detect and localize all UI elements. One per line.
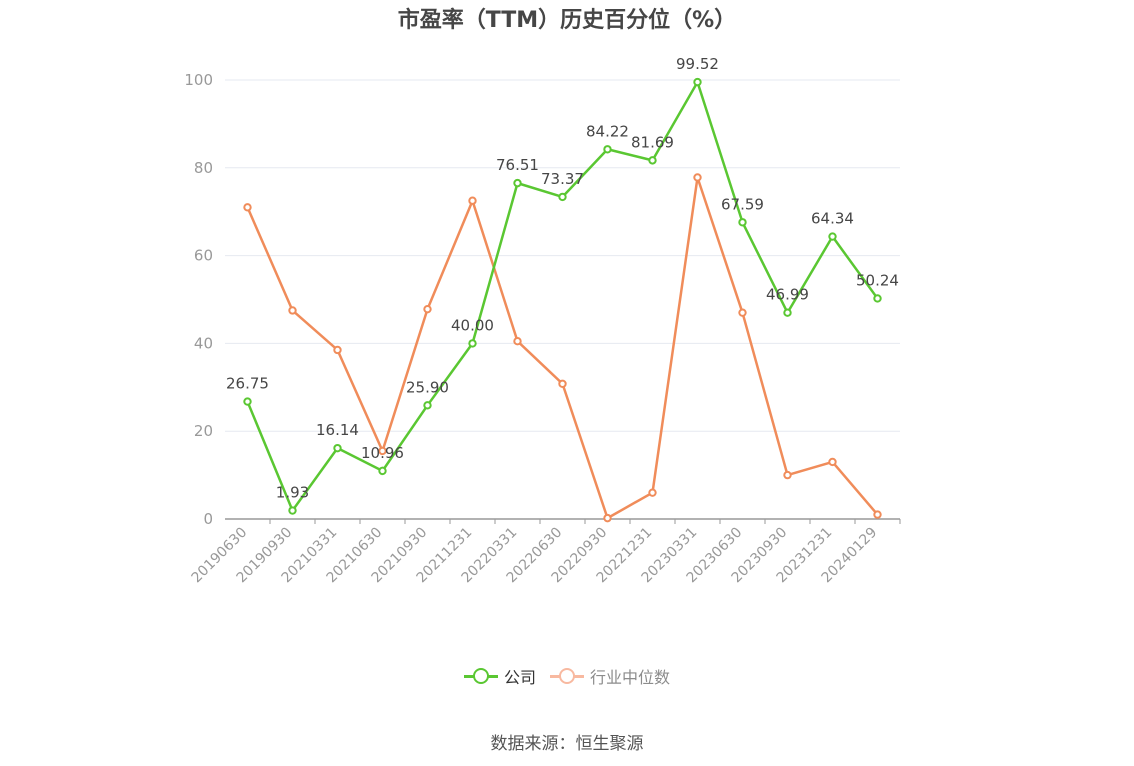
data-point-industry-median[interactable]: [783, 470, 792, 480]
legend-company-label: 公司: [503, 668, 536, 687]
data-point-industry-median[interactable]: [513, 337, 522, 346]
legend-industry-circle: [559, 668, 575, 684]
data-point-company[interactable]: [333, 443, 342, 453]
y-tick-label: 0: [203, 510, 213, 528]
data-point-company[interactable]: [828, 232, 837, 241]
data-point-company[interactable]: [513, 178, 522, 188]
data-point-company[interactable]: [378, 466, 387, 476]
data-label: 81.69: [631, 133, 674, 151]
data-label: 67.59: [721, 195, 764, 213]
data-label: 1.93: [276, 484, 309, 502]
data-label: 84.22: [586, 122, 629, 140]
legend-company-marker-icon: [463, 666, 498, 686]
legend-industry-marker-icon: [550, 666, 584, 686]
data-point-industry-median[interactable]: [738, 308, 747, 317]
y-tick-label: 80: [194, 159, 213, 177]
data-point-industry-median[interactable]: [243, 203, 252, 212]
data-source: 数据来源：恒生聚源: [490, 734, 644, 754]
legend-company-circle: [472, 668, 489, 684]
data-point-industry-median[interactable]: [558, 379, 567, 388]
data-label: 25.90: [406, 378, 449, 396]
data-point-industry-median[interactable]: [423, 304, 432, 314]
data-point-company[interactable]: [873, 294, 882, 303]
data-point-company[interactable]: [423, 401, 432, 410]
data-label: 16.14: [316, 421, 359, 439]
data-point-industry-median[interactable]: [288, 306, 297, 315]
chart-title: 市盈率（TTM）历史百分位（%）: [397, 8, 737, 33]
data-label: 73.37: [541, 170, 584, 188]
data-point-industry-median[interactable]: [378, 446, 387, 456]
data-point-company[interactable]: [288, 506, 297, 515]
data-point-industry-median[interactable]: [333, 345, 342, 355]
data-point-industry-median[interactable]: [648, 488, 657, 497]
y-tick-label: 60: [194, 247, 213, 265]
data-point-company[interactable]: [603, 145, 612, 154]
data-point-industry-median[interactable]: [873, 510, 882, 519]
data-point-industry-median[interactable]: [828, 457, 837, 467]
data-point-company[interactable]: [243, 397, 252, 406]
x-axis: 2019063020190930202103312021063020210930…: [189, 518, 901, 586]
data-point-industry-median[interactable]: [468, 196, 477, 205]
data-label: 99.52: [676, 55, 719, 73]
y-axis: 0 20 40 60 80 100: [184, 71, 213, 528]
data-point-industry-median[interactable]: [603, 513, 612, 523]
data-point-company[interactable]: [693, 77, 702, 87]
data-point-company[interactable]: [468, 339, 477, 348]
data-label: 26.75: [226, 375, 269, 393]
legend-item-company[interactable]: 公司: [463, 664, 536, 688]
data-point-company[interactable]: [738, 218, 747, 227]
series-layer: [243, 77, 882, 523]
y-tick-label: 20: [194, 422, 213, 440]
data-point-company[interactable]: [558, 192, 567, 202]
data-point-industry-median[interactable]: [693, 173, 702, 182]
data-label: 50.24: [856, 271, 899, 289]
y-tick-label: 100: [184, 71, 213, 89]
data-label: 76.51: [496, 156, 539, 174]
y-tick-label: 40: [194, 334, 213, 352]
legend-item-industry-median[interactable]: 行业中位数: [550, 664, 670, 688]
data-label: 64.34: [811, 210, 854, 228]
legend-industry-label: 行业中位数: [590, 668, 671, 687]
data-point-company[interactable]: [783, 308, 792, 317]
data-label: 46.99: [766, 286, 809, 304]
legend: 公司 行业中位数: [0, 664, 1134, 688]
series-line-industry-median: [246, 176, 879, 520]
data-label: 10.96: [361, 444, 404, 462]
data-point-company[interactable]: [648, 156, 657, 165]
grid-lines: [225, 79, 900, 432]
data-label: 40.00: [451, 316, 494, 334]
